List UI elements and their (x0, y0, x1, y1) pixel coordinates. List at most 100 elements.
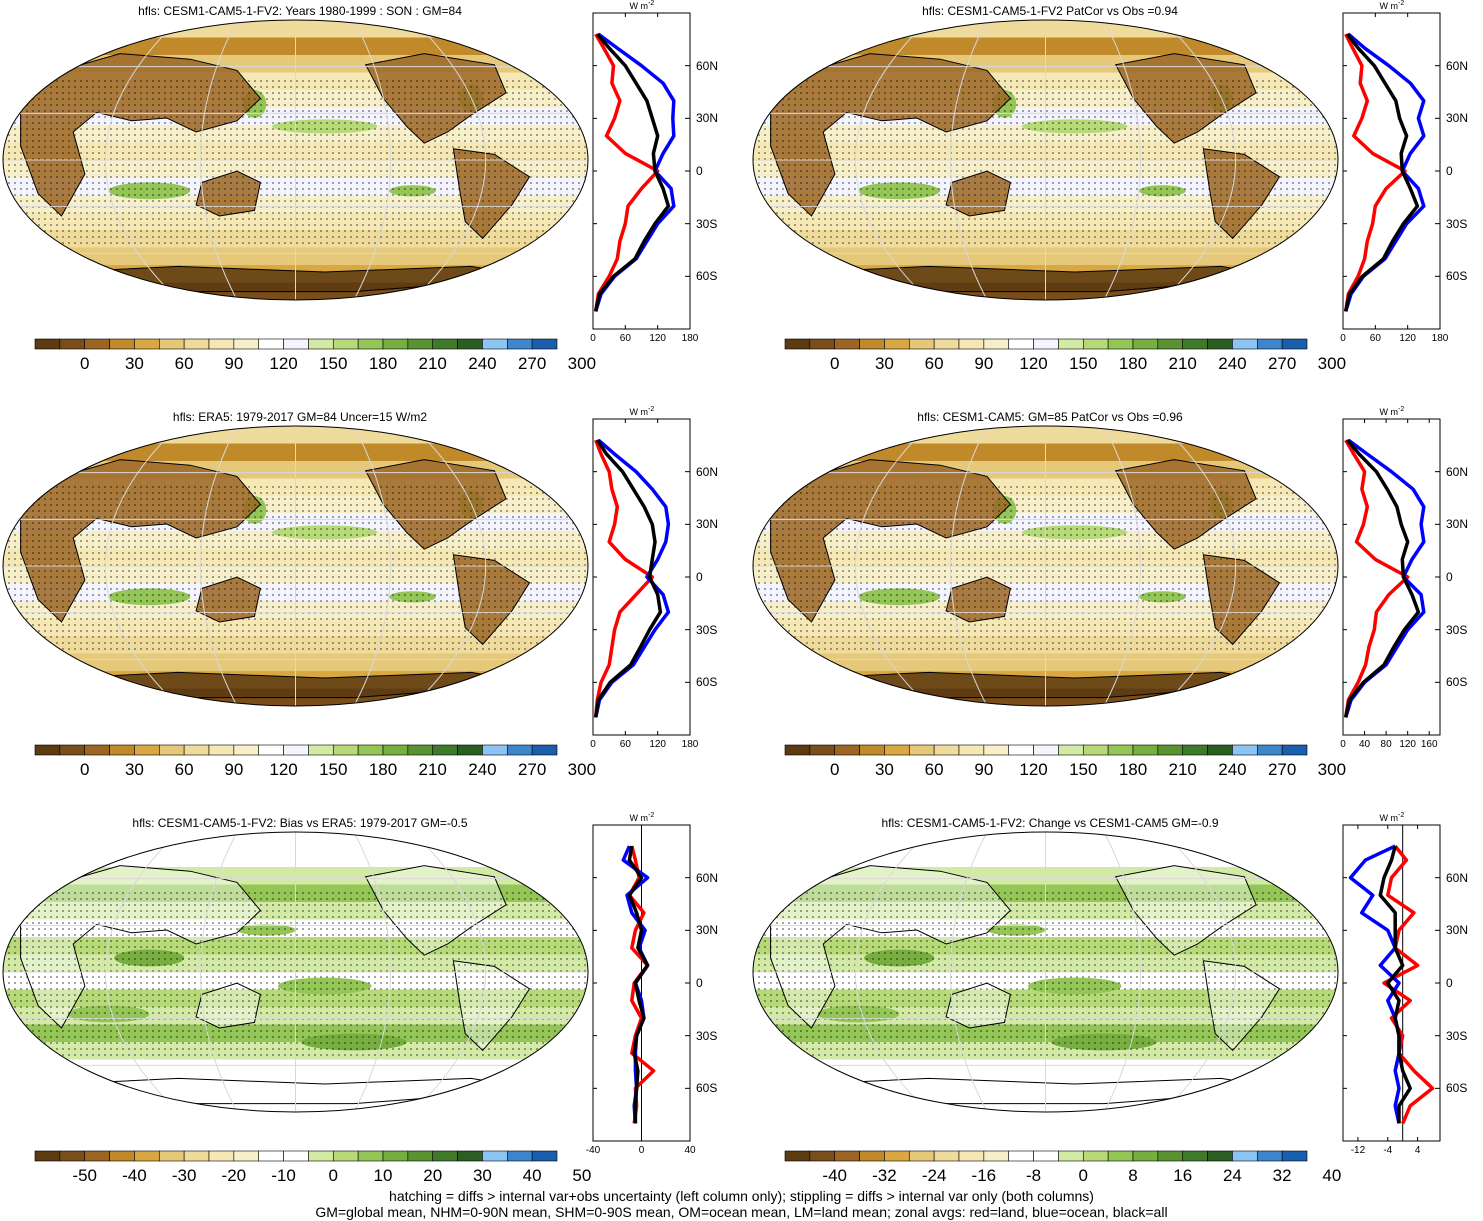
colorbar-swatch (1207, 744, 1233, 756)
colorbar-swatch (59, 744, 86, 756)
zonal-series-land (1382, 845, 1435, 1125)
longitude-line (104, 426, 179, 706)
colorbar-tick-label: 180 (368, 354, 398, 373)
colorbar-swatch (1232, 338, 1258, 350)
colorbar-tick-label: 300 (567, 760, 597, 779)
colorbar-swatch (34, 338, 61, 350)
colorbar-swatch (784, 1150, 811, 1162)
lat-tick-label: 0 (696, 164, 703, 178)
colorbar-swatch (183, 744, 210, 756)
colorbar-tick-label: 120 (269, 760, 298, 779)
colorbar-swatch (84, 744, 110, 756)
zonal-x-tick-label: 120 (649, 739, 666, 750)
colorbar-swatch (332, 338, 359, 350)
colorbar-swatch (1232, 744, 1258, 756)
longitude-line (854, 832, 929, 1112)
unit-exponent: -2 (648, 0, 655, 7)
lat-tick-label: 60S (696, 675, 718, 690)
colorbar-tick-label: -40 (822, 1166, 847, 1185)
map-field (753, 832, 1338, 1112)
zonal-series-all (1378, 845, 1412, 1124)
colorbar-swatch (884, 744, 910, 756)
zonal-x-tick-label: 0 (638, 1145, 645, 1156)
lat-tick-label: 0 (696, 570, 703, 584)
zonal-x-tick-label: 180 (681, 333, 699, 344)
colorbar-swatch (357, 1150, 384, 1162)
colorbar-swatch (34, 744, 61, 756)
colorbar-swatch (1207, 338, 1233, 350)
colorbar-tick-label: 240 (468, 760, 497, 779)
colorbar-tick-label: 150 (1069, 354, 1098, 373)
colorbar-swatch (233, 744, 260, 756)
colorbar-swatch (506, 1150, 533, 1162)
colorbar-swatch (1207, 1150, 1233, 1162)
lat-tick-label: 60S (1446, 675, 1468, 690)
zonal-x-tick-label: 60 (1369, 333, 1381, 344)
colorbar-swatch (382, 744, 409, 756)
zonal-unit: W m-2 (630, 0, 655, 11)
colorbar-tick-label: 16 (1173, 1166, 1193, 1185)
zonal-series-land (1343, 439, 1410, 718)
colorbar-swatch (859, 744, 885, 756)
colorbar-swatch (933, 744, 960, 756)
colorbar-tick-label: 40 (522, 1166, 542, 1185)
colorbar-tick-label: 270 (517, 354, 547, 373)
colorbar-swatch (933, 338, 960, 350)
colorbar-tick-label: 240 (1218, 354, 1247, 373)
unit-exponent: -2 (648, 406, 655, 413)
lat-tick-label: 0 (1446, 164, 1453, 178)
lat-tick-label: 30S (696, 1028, 718, 1043)
colorbar-swatch (84, 338, 110, 350)
zonal-x-tick-label: 4 (1414, 1145, 1421, 1156)
map-border (2, 19, 589, 301)
colorbar-tick-label: 30 (874, 760, 894, 779)
map-field (753, 426, 1338, 706)
lat-tick-label: 30S (1446, 622, 1468, 637)
map-border (752, 19, 1339, 301)
colorbar-swatch (1082, 744, 1109, 756)
zonal-x-tick-label: -40 (585, 1145, 601, 1156)
lat-tick-label: 60N (1446, 464, 1469, 479)
colorbar-swatch (908, 338, 935, 350)
chart-panel-1: hfls: CESM1-CAM5-1-FV2: Years 1980-1999 … (0, 0, 741, 406)
colorbar-swatch (109, 1150, 135, 1162)
lat-tick-label: 30S (696, 216, 718, 231)
longitude-line (854, 20, 929, 300)
colorbar-swatch (1058, 338, 1084, 350)
colorbar-swatch (158, 1150, 185, 1162)
colorbar-tick-label: 210 (1168, 354, 1197, 373)
footer-note-2: GM=global mean, NHM=0-90N mean, SHM=0-90… (315, 1204, 1168, 1220)
lat-tick-label: 30N (1446, 111, 1469, 126)
colorbar-tick-label: 20 (423, 1166, 443, 1185)
colorbar-swatch (134, 338, 160, 350)
colorbar-tick-label: 8 (1128, 1166, 1138, 1185)
colorbar-swatch (859, 338, 885, 350)
colorbar-tick-label: 60 (174, 354, 194, 373)
colorbar-swatch (834, 1150, 860, 1162)
zonal-series-all (1343, 438, 1421, 718)
colorbar-swatch (457, 338, 483, 350)
lat-tick-label: 30N (696, 111, 719, 126)
colorbar-tick-label: 0 (79, 354, 90, 373)
zonal-x-tick-label: 0 (590, 333, 596, 344)
zonal-x-tick-label: 120 (1399, 739, 1416, 750)
colorbar-swatch (283, 1150, 309, 1162)
colorbar-tick-label: 240 (468, 354, 497, 373)
colorbar-tick-label: 210 (1168, 760, 1197, 779)
footer-note-1: hatching = diffs > internal var+obs unce… (389, 1188, 1094, 1204)
colorbar-tick-label: -20 (221, 1166, 247, 1185)
colorbar-swatch (332, 1150, 359, 1162)
colorbar-tick-label: 32 (1272, 1166, 1292, 1185)
zonal-unit: W m-2 (630, 812, 655, 823)
colorbar-tick-label: 270 (517, 760, 547, 779)
zonal-series-land (593, 439, 655, 718)
zonal-series-land (593, 33, 660, 312)
panel-title: hfls: CESM1-CAM5-1-FV2: Change vs CESM1-… (881, 816, 1219, 830)
lat-tick-label: 0 (1446, 976, 1453, 990)
zonal-x-tick-label: 0 (1340, 739, 1346, 750)
colorbar-swatch (208, 338, 235, 350)
colorbar-swatch (208, 744, 235, 756)
longitude-line (1162, 20, 1237, 300)
lat-tick-label: 60N (1446, 870, 1469, 885)
colorbar-swatch (357, 744, 384, 756)
